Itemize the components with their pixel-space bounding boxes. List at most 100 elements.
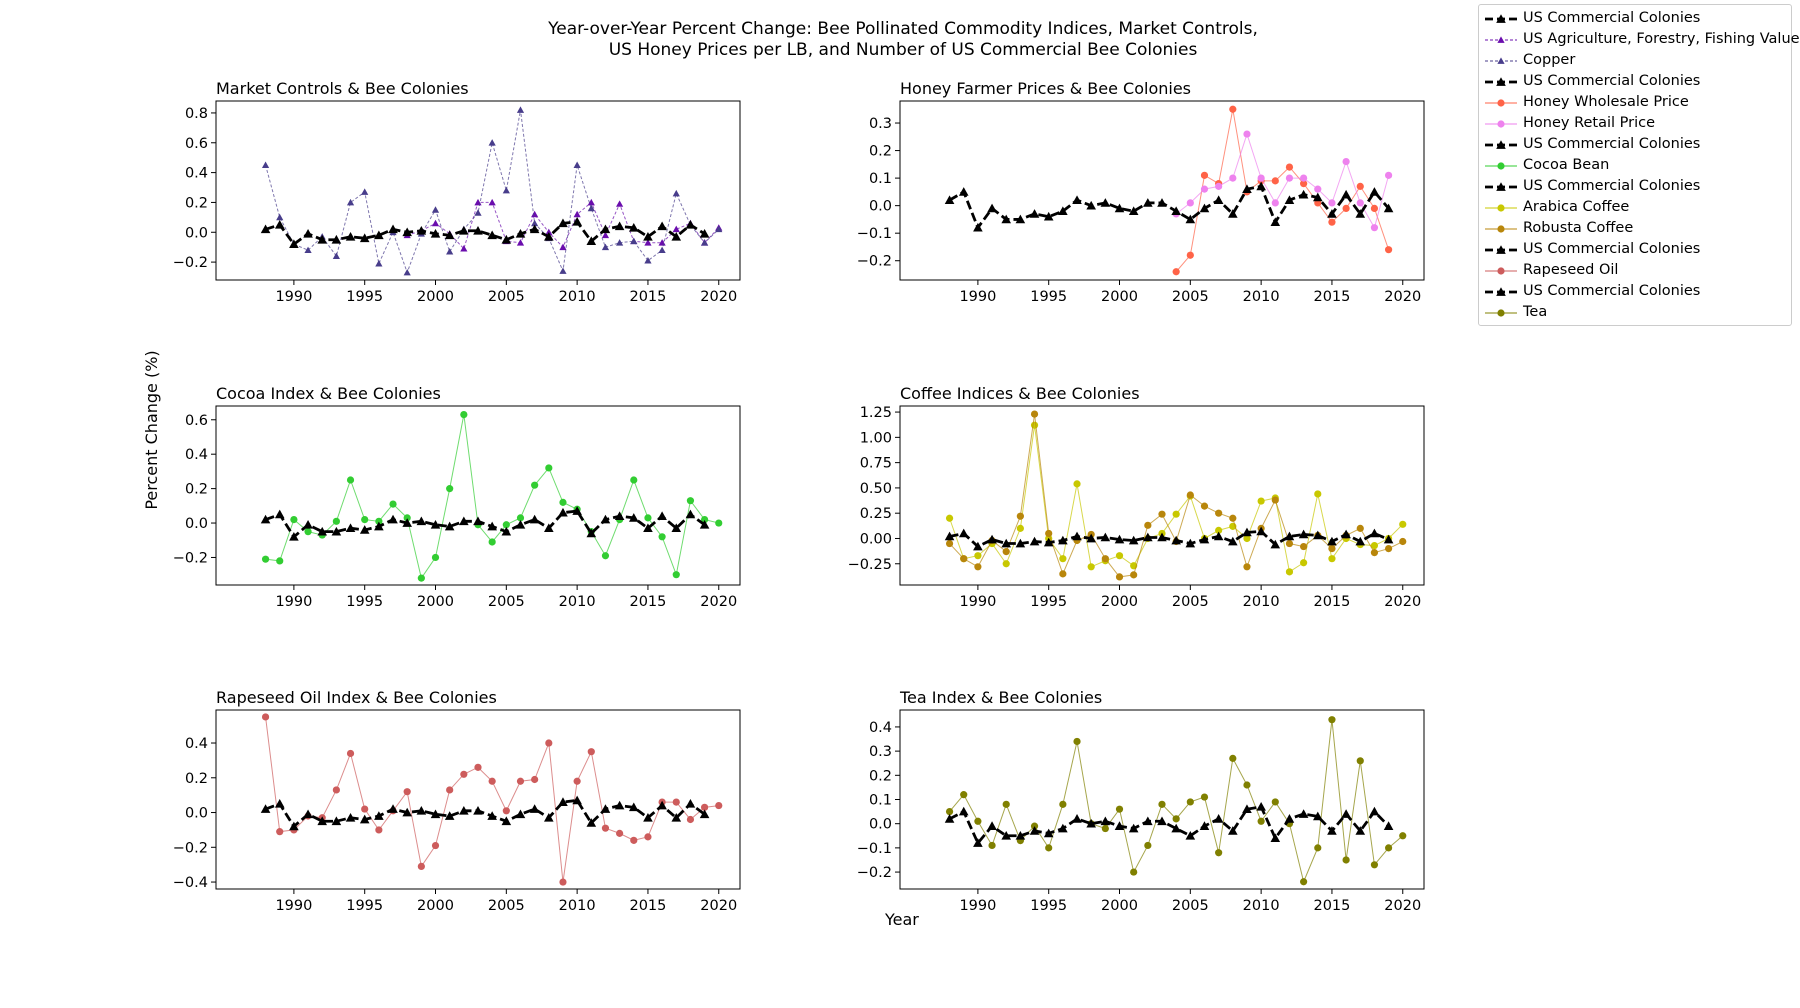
subplot-title: Coffee Indices & Bee Colonies	[900, 384, 1140, 403]
data-point	[1200, 171, 1209, 179]
data-point	[1171, 823, 1181, 833]
data-point	[403, 788, 411, 796]
legend-label: Arabica Coffee	[1523, 199, 1630, 215]
series-line	[949, 529, 1390, 549]
data-point	[276, 557, 284, 565]
data-point	[1143, 816, 1153, 826]
data-point	[657, 511, 667, 520]
legend-label: Rapeseed Oil	[1523, 262, 1619, 278]
data-point	[945, 539, 954, 548]
data-point	[1143, 198, 1153, 207]
legend-item: Arabica Coffee	[1479, 197, 1791, 218]
subplot-5: Rapeseed Oil Index & Bee Colonies 1990 199…	[173, 688, 741, 914]
data-point	[459, 516, 469, 526]
data-point	[1199, 534, 1210, 544]
data-point	[1015, 538, 1026, 548]
data-point	[459, 225, 469, 235]
x-tick-label: 2015	[1313, 289, 1350, 305]
x-tick-label: 1990	[275, 594, 312, 610]
data-point	[1001, 830, 1012, 840]
subplot-3: Cocoa Index & Bee Colonies 1990 1995 2000 20…	[173, 384, 741, 610]
x-tick-label: 2000	[1101, 898, 1138, 914]
data-point	[515, 809, 526, 819]
y-tick-label: 0.4	[185, 447, 208, 463]
data-point	[700, 515, 709, 524]
data-point	[715, 519, 723, 527]
data-point	[1271, 177, 1279, 185]
data-point	[1100, 816, 1111, 826]
data-point	[1114, 534, 1125, 544]
series-line	[949, 719, 1404, 884]
data-point	[1370, 204, 1379, 212]
data-point	[1314, 490, 1322, 498]
data-point	[1072, 531, 1082, 541]
data-point	[643, 812, 653, 822]
data-point	[529, 514, 540, 524]
data-point	[460, 245, 468, 252]
legend-item: US Commercial Colonies	[1479, 8, 1791, 29]
series-line	[265, 716, 719, 883]
data-point	[474, 209, 482, 216]
data-point	[261, 713, 270, 721]
data-point	[1002, 800, 1010, 808]
data-point	[1243, 534, 1251, 543]
y-tick-label: −0.25	[848, 557, 892, 573]
data-point	[1045, 529, 1053, 538]
y-tick-label: −0.2	[857, 865, 892, 881]
legend-swatch	[1485, 14, 1517, 23]
data-point	[672, 571, 680, 579]
data-point	[1384, 544, 1393, 553]
data-point	[332, 786, 340, 794]
x-tick-label: 2020	[1384, 594, 1421, 610]
data-point	[459, 805, 469, 815]
data-point	[274, 220, 285, 229]
data-point	[715, 225, 723, 233]
data-point	[1271, 199, 1279, 207]
x-tick-label: 2005	[488, 289, 525, 305]
data-point	[958, 806, 969, 816]
x-tick-label: 2005	[1172, 289, 1209, 305]
data-point	[332, 252, 340, 260]
legend-item: US Agriculture, Forestry, Fishing Value	[1479, 29, 1800, 50]
data-point	[1242, 527, 1252, 537]
series-line	[265, 414, 719, 580]
subplot-1: Market Controls & Bee Colonies 1990 1995 20…	[173, 79, 741, 305]
data-point	[644, 257, 652, 264]
data-point	[1328, 199, 1336, 207]
legend-item: Rapeseed Oil	[1479, 260, 1791, 281]
data-point	[1328, 716, 1336, 724]
data-point	[303, 809, 313, 819]
y-tick-label: 0.2	[869, 144, 892, 160]
data-point	[289, 532, 299, 541]
data-point	[1384, 246, 1393, 254]
data-point	[1128, 535, 1139, 545]
data-point	[1285, 568, 1294, 576]
y-tick-label: 0.4	[869, 720, 892, 736]
subplot-2: Honey Farmer Prices & Bee Colonies 1990 19…	[857, 79, 1425, 305]
data-point	[1228, 209, 1238, 218]
data-point	[1158, 800, 1166, 808]
legend-label: US Commercial Colonies	[1523, 241, 1701, 257]
y-tick-label: −0.1	[857, 226, 892, 242]
data-point	[1284, 814, 1295, 823]
data-point	[430, 809, 441, 819]
data-point	[1199, 203, 1210, 213]
data-point	[1130, 868, 1138, 876]
legend-label: Cocoa Bean	[1523, 157, 1610, 173]
data-point	[1285, 539, 1294, 548]
data-point	[1143, 532, 1153, 542]
data-point	[988, 841, 996, 850]
series-us-commercial-colonies	[944, 526, 1394, 551]
data-point	[987, 203, 997, 213]
data-point	[1058, 206, 1068, 215]
data-point	[1243, 781, 1251, 789]
data-point	[686, 497, 695, 505]
data-point	[1243, 130, 1251, 138]
data-point	[1144, 841, 1152, 850]
y-tick-label: −0.2	[173, 550, 208, 566]
data-point	[1271, 496, 1279, 504]
data-point	[303, 228, 313, 238]
data-point	[474, 763, 482, 771]
data-point	[1356, 199, 1364, 207]
data-point	[1115, 573, 1124, 581]
